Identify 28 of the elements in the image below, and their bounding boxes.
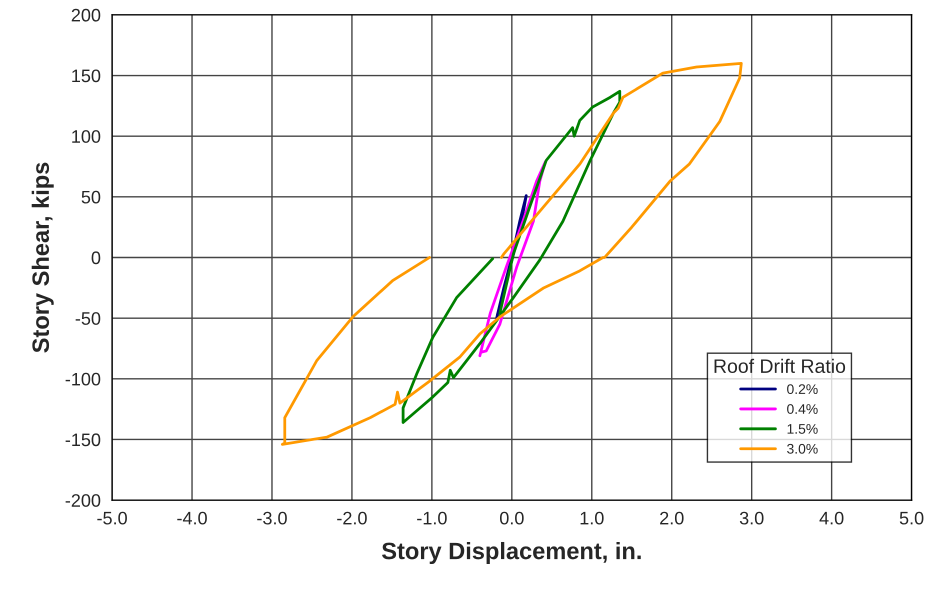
y-tick-label: 0 [92,251,100,264]
x-tick-label: 5.0 [900,512,924,525]
legend-label: 3.0% [787,444,818,454]
x-axis-title: Story Displacement, in. [382,542,641,564]
y-tick-label: 50 [82,190,100,204]
x-tick-label: 3.0 [740,512,764,525]
y-axis-title: Story Shear, kips [32,162,54,353]
legend-label: 0.2% [787,384,818,394]
x-tick-label: -3.0 [257,512,287,525]
y-tick-label: 100 [72,130,100,143]
x-tick-label: -5.0 [97,512,127,525]
x-tick-label: -1.0 [417,512,447,525]
x-tick-label: 0.0 [500,512,524,525]
y-tick-label: -50 [76,312,100,325]
x-tick-label: -2.0 [337,512,367,525]
x-tick-label: 2.0 [660,512,684,525]
y-tick-label: -100 [66,372,100,386]
y-tick-label: 150 [72,69,100,82]
legend-label: 1.5% [788,424,818,434]
y-tick-label: -200 [66,494,100,507]
x-tick-label: -4.0 [177,512,207,525]
legend-title: Roof Drift Ratio [714,358,846,374]
line-series [402,90,622,424]
x-tick-label: 1.0 [580,512,604,525]
y-tick-label: 200 [72,8,100,22]
y-tick-label: -150 [66,433,100,446]
legend-label: 0.4% [787,404,818,414]
x-tick-label: 4.0 [820,512,844,525]
